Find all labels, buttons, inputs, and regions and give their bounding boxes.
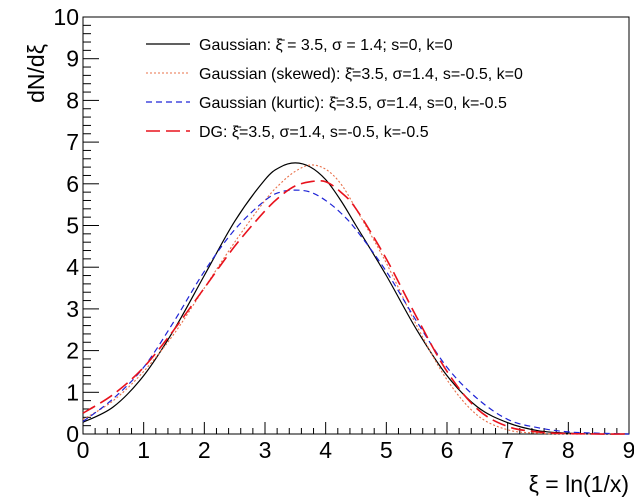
legend-label: DG: ξ̄=3.5, σ=1.4, s=-0.5, k=-0.5 <box>199 124 429 141</box>
y-tick-label: 10 <box>53 4 79 30</box>
series-line-1 <box>82 162 630 435</box>
series-line-2 <box>82 164 629 435</box>
series-line-3 <box>82 189 630 435</box>
y-tick-label: 6 <box>66 171 79 197</box>
x-tick-label: 2 <box>198 437 211 463</box>
y-tick-label: 9 <box>66 46 79 72</box>
legend-label: Gaussian (kurtic): ξ̄=3.5, σ=1.4, s=0, k… <box>199 95 507 112</box>
x-axis-title: ξ = ln(1/x) <box>529 471 629 497</box>
x-tick-label: 4 <box>319 437 332 463</box>
legend: Gaussian: ξ̄ = 3.5, σ = 1.4; s=0, k=0 Gau… <box>146 37 523 141</box>
legend-label: Gaussian: ξ̄ = 3.5, σ = 1.4; s=0, k=0 <box>199 37 453 54</box>
y-axis-title: dN/dξ <box>23 44 49 103</box>
x-tick-label: 9 <box>623 437 634 463</box>
y-tick-label: 8 <box>66 87 79 113</box>
x-axis-ticks: 0 1 2 3 4 5 6 7 8 9 <box>77 422 634 463</box>
legend-label: Gaussian (skewed): ξ̄=3.5, σ=1.4, s=-0.5… <box>199 66 523 83</box>
series-layer <box>82 162 630 435</box>
x-tick-label: 1 <box>137 437 150 463</box>
x-tick-label: 7 <box>501 437 514 463</box>
x-tick-label: 5 <box>380 437 393 463</box>
x-tick-label: 8 <box>562 437 575 463</box>
x-tick-label: 3 <box>259 437 272 463</box>
y-tick-label: 1 <box>66 379 79 405</box>
y-tick-label: 7 <box>66 129 79 155</box>
y-tick-label: 5 <box>66 213 79 239</box>
x-tick-label: 6 <box>441 437 454 463</box>
x-tick-label: 0 <box>77 437 90 463</box>
y-tick-label: 2 <box>66 338 79 364</box>
y-tick-label: 3 <box>66 296 79 322</box>
y-tick-label: 0 <box>66 421 79 447</box>
y-axis-ticks: 0 1 2 3 4 5 6 7 8 9 10 <box>53 4 99 447</box>
y-tick-label: 4 <box>66 254 79 280</box>
series-line-4 <box>82 179 630 435</box>
